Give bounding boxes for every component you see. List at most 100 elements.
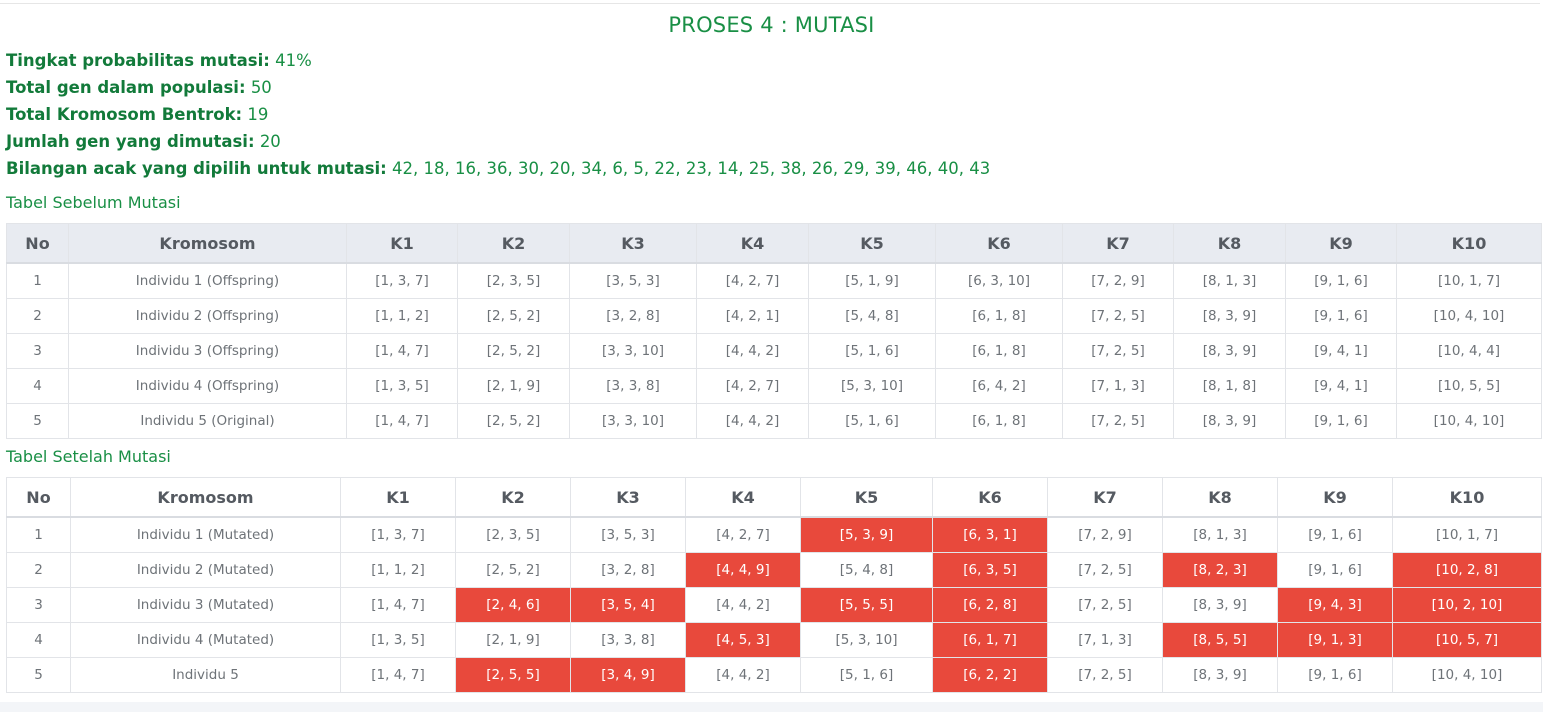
gene-cell: [1, 3, 5] xyxy=(340,622,456,658)
info-mutated-genes-count: Jumlah gen yang dimutasi: 20 xyxy=(6,132,281,151)
column-header: K7 xyxy=(1047,477,1163,518)
info-label: Total gen dalam populasi: xyxy=(6,78,246,97)
info-conflicting-chromosomes: Total Kromosom Bentrok: 19 xyxy=(6,105,268,124)
gene-cell: [8, 3, 9] xyxy=(1173,403,1286,439)
gene-cell: [2, 5, 2] xyxy=(457,333,570,369)
gene-cell: [7, 2, 5] xyxy=(1047,657,1163,693)
gene-cell: [5, 1, 6] xyxy=(808,333,936,369)
gene-cell: [2, 1, 9] xyxy=(455,622,571,658)
info-label: Bilangan acak yang dipilih untuk mutasi: xyxy=(6,159,387,178)
gene-cell: [8, 3, 9] xyxy=(1162,657,1278,693)
gene-cell-mutated: [6, 1, 7] xyxy=(932,622,1048,658)
row-number: 3 xyxy=(6,333,69,369)
gene-cell: [9, 1, 6] xyxy=(1285,262,1397,299)
gene-cell: [3, 5, 3] xyxy=(570,516,686,553)
gene-cell: [7, 1, 3] xyxy=(1062,368,1174,404)
table-row: 2 Individu 2 (Mutated) [1, 1, 2] [2, 5, 2][… xyxy=(6,552,1542,588)
column-header: K10 xyxy=(1396,223,1542,264)
gene-cell-mutated: [10, 2, 8] xyxy=(1392,552,1542,588)
column-header: K8 xyxy=(1162,477,1278,518)
gene-cell-mutated: [6, 2, 2] xyxy=(932,657,1048,693)
info-label: Total Kromosom Bentrok: xyxy=(6,105,243,124)
info-label: Jumlah gen yang dimutasi: xyxy=(6,132,255,151)
gene-cell: [10, 1, 7] xyxy=(1396,262,1542,299)
gene-cell: [5, 1, 6] xyxy=(808,403,936,439)
gene-cell: [5, 3, 10] xyxy=(800,622,933,658)
gene-cell: [4, 4, 2] xyxy=(685,587,801,623)
column-header: K6 xyxy=(932,477,1048,518)
bottom-strip xyxy=(0,702,1543,712)
gene-cell: [3, 3, 8] xyxy=(570,622,686,658)
gene-cell: [2, 5, 2] xyxy=(457,298,570,334)
gene-cell: [8, 3, 9] xyxy=(1173,298,1286,334)
row-number: 4 xyxy=(6,368,69,404)
info-value: 42, 18, 16, 36, 30, 20, 34, 6, 5, 22, 23… xyxy=(392,159,991,178)
gene-cell: [3, 5, 3] xyxy=(569,262,697,299)
gene-cell: [6, 1, 8] xyxy=(935,333,1063,369)
column-header: K7 xyxy=(1062,223,1174,264)
table-row: 3 Individu 3 (Mutated) [1, 4, 7] [2, 4, 6][… xyxy=(6,587,1542,623)
gene-cell-mutated: [2, 5, 5] xyxy=(455,657,571,693)
info-random-numbers: Bilangan acak yang dipilih untuk mutasi:… xyxy=(6,159,990,178)
gene-cell: [10, 4, 10] xyxy=(1392,657,1542,693)
row-number: 2 xyxy=(6,552,71,588)
gene-cell: [5, 3, 10] xyxy=(808,368,936,404)
gene-cell: [7, 2, 5] xyxy=(1047,552,1163,588)
column-header: K3 xyxy=(570,477,686,518)
gene-cell: [9, 4, 1] xyxy=(1285,333,1397,369)
table-row: 5 Individu 5 [1, 4, 7] [2, 5, 5] [3, 4, 9] [4… xyxy=(6,657,1542,693)
gene-cell-mutated: [6, 3, 5] xyxy=(932,552,1048,588)
gene-cell-mutated: [8, 2, 3] xyxy=(1162,552,1278,588)
gene-cell: [7, 2, 9] xyxy=(1062,262,1174,299)
table-before-mutation: No Kromosom K1 K2 K3 K4 K5 K6 K7 K8 K9 K10 1 Individ… xyxy=(6,223,1542,439)
gene-cell: [10, 1, 7] xyxy=(1392,516,1542,553)
gene-cell-mutated: [5, 3, 9] xyxy=(800,516,933,553)
gene-cell: [10, 4, 10] xyxy=(1396,298,1542,334)
table-after-mutation: No Kromosom K1 K2 K3 K4 K5 K6 K7 K8 K9 K10 1 Individ… xyxy=(6,477,1542,693)
row-number: 5 xyxy=(6,403,69,439)
column-header: K10 xyxy=(1392,477,1542,518)
gene-cell: [7, 1, 3] xyxy=(1047,622,1163,658)
top-divider xyxy=(0,3,1540,4)
table-row: 2 Individu 2 (Offspring) [1, 1, 2] [2, 5, 2… xyxy=(6,298,1542,334)
gene-cell: [1, 4, 7] xyxy=(340,587,456,623)
table-header-row: No Kromosom K1 K2 K3 K4 K5 K6 K7 K8 K9 K10 xyxy=(6,223,1542,264)
gene-cell: [4, 4, 2] xyxy=(685,657,801,693)
column-header: K5 xyxy=(800,477,933,518)
gene-cell: [8, 3, 9] xyxy=(1173,333,1286,369)
gene-cell: [5, 4, 8] xyxy=(808,298,936,334)
info-total-genes: Total gen dalam populasi: 50 xyxy=(6,78,272,97)
column-header: K2 xyxy=(457,223,570,264)
column-header: K5 xyxy=(808,223,936,264)
gene-cell: [1, 3, 7] xyxy=(346,262,458,299)
gene-cell: [9, 4, 1] xyxy=(1285,368,1397,404)
row-number: 1 xyxy=(6,516,71,553)
gene-cell-mutated: [9, 4, 3] xyxy=(1277,587,1393,623)
gene-cell-mutated: [6, 3, 1] xyxy=(932,516,1048,553)
info-mutation-probability: Tingkat probabilitas mutasi: 41% xyxy=(6,51,312,70)
gene-cell: [8, 1, 3] xyxy=(1162,516,1278,553)
gene-cell: [1, 3, 5] xyxy=(346,368,458,404)
gene-cell-mutated: [9, 1, 3] xyxy=(1277,622,1393,658)
column-header: K3 xyxy=(569,223,697,264)
table-row: 4 Individu 4 (Offspring) [1, 3, 5] [2, 1, 9… xyxy=(6,368,1542,404)
table-header-row: No Kromosom K1 K2 K3 K4 K5 K6 K7 K8 K9 K10 xyxy=(6,477,1542,518)
table-row: 1 Individu 1 (Offspring) [1, 3, 7] [2, 3, 5… xyxy=(6,262,1542,299)
gene-cell: [7, 2, 5] xyxy=(1062,403,1174,439)
info-value: 41% xyxy=(275,51,312,70)
chromosome-name: Individu 2 (Mutated) xyxy=(70,552,341,588)
gene-cell-mutated: [10, 2, 10] xyxy=(1392,587,1542,623)
column-header: K9 xyxy=(1277,477,1393,518)
table-row: 4 Individu 4 (Mutated) [1, 3, 5] [2, 1, 9][… xyxy=(6,622,1542,658)
column-header: K2 xyxy=(455,477,571,518)
gene-cell: [4, 2, 7] xyxy=(685,516,801,553)
row-number: 3 xyxy=(6,587,71,623)
gene-cell: [7, 2, 5] xyxy=(1062,333,1174,369)
chromosome-name: Individu 5 (Original) xyxy=(68,403,347,439)
gene-cell: [3, 3, 10] xyxy=(569,333,697,369)
gene-cell: [6, 3, 10] xyxy=(935,262,1063,299)
gene-cell: [9, 1, 6] xyxy=(1285,298,1397,334)
column-header: K1 xyxy=(346,223,458,264)
gene-cell: [1, 4, 7] xyxy=(346,333,458,369)
gene-cell: [7, 2, 5] xyxy=(1062,298,1174,334)
